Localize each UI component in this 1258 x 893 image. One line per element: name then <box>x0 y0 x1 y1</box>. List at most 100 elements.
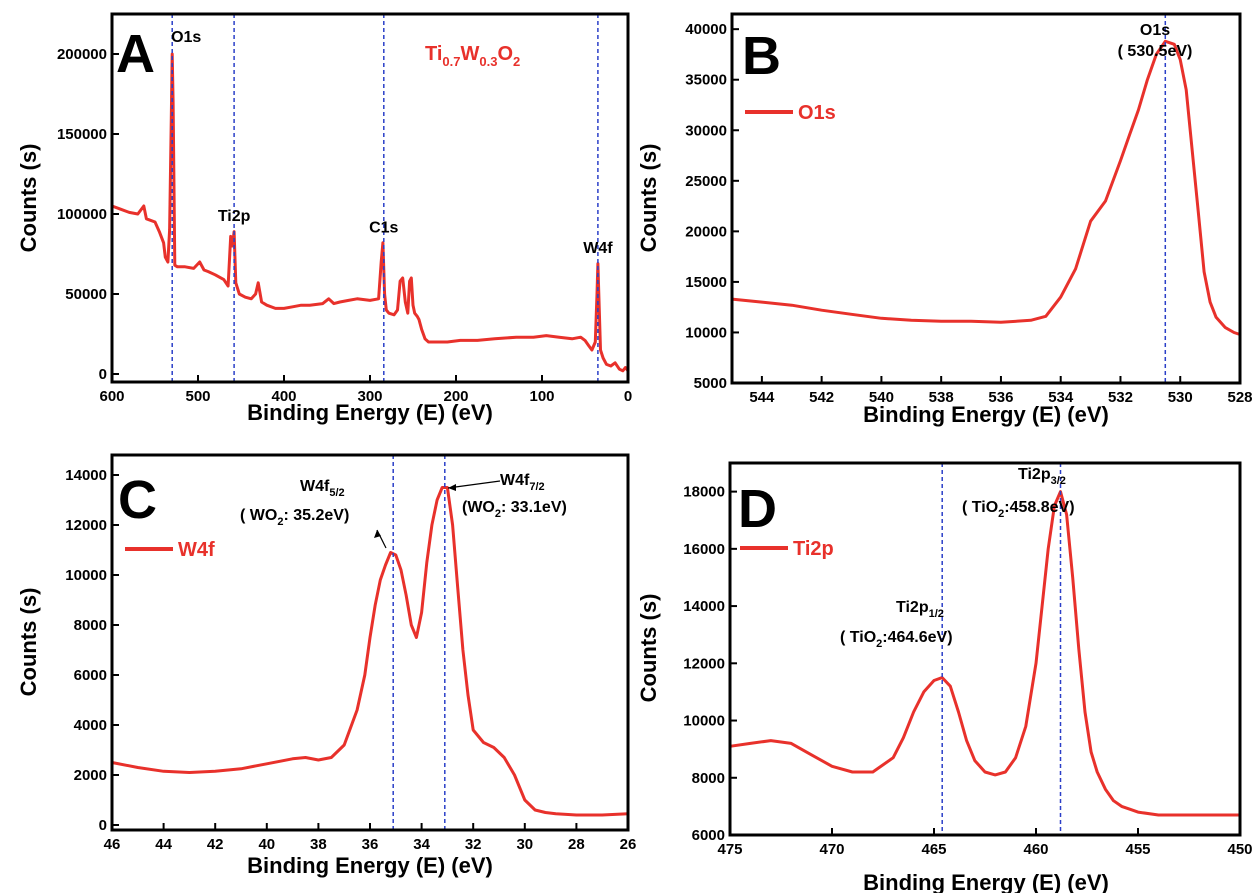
panel-a-x-tick-label-1: 500 <box>185 388 210 405</box>
panel-b-y-tick-label-3: 20000 <box>685 223 727 240</box>
panel-d-annotation-ti2p32-value: ( TiO2:458.8eV) <box>962 499 1075 520</box>
panel-a-y-tick-label-4: 200000 <box>57 46 107 63</box>
panel-c-x-tick-label-6: 34 <box>413 836 430 853</box>
panel-b-x-tick-label-4: 536 <box>988 389 1013 406</box>
panel-c-legend-label: W4f <box>178 539 215 561</box>
panel-d-y-tick-label-5: 16000 <box>683 541 725 558</box>
panel-c-x-tick-label-8: 30 <box>516 836 533 853</box>
panel-a-peak-labels: O1s Ti2p C1s W4f <box>171 29 613 257</box>
panel-c-letter: C <box>118 470 157 530</box>
panel-a-y-axis-label: Counts (s) <box>16 144 41 253</box>
panel-b-x-tick-label-2: 540 <box>869 389 894 406</box>
panel-c-x-tick-label-1: 44 <box>155 836 172 853</box>
panel-b-y-tick-label-0: 5000 <box>694 375 727 392</box>
panel-c-arrow-w4f72 <box>447 480 501 489</box>
panel-d-x-tick-label-3: 460 <box>1023 841 1048 858</box>
panel-b-y-tick-label-6: 35000 <box>685 72 727 89</box>
panel-d-y-tick-label-2: 10000 <box>683 713 725 730</box>
panel-c-frame <box>110 453 630 832</box>
panel-b-legend-label: O1s <box>798 102 836 124</box>
panel-c-y-tick-label-4: 8000 <box>74 617 107 634</box>
panel-c-x-tick-label-9: 28 <box>568 836 585 853</box>
panel-c-x-tick-label-4: 38 <box>310 836 327 853</box>
panel-b-x-tick-label-3: 538 <box>929 389 954 406</box>
panel-d-y-axis-label: Counts (s) <box>636 594 661 703</box>
panel-c-x-tick-label-5: 36 <box>362 836 379 853</box>
panel-a-peak-label-0: O1s <box>171 29 201 46</box>
panel-a-y-ticks: 0 50000 100000 150000 200000 <box>57 46 119 383</box>
panel-d-x-tick-label-5: 450 <box>1227 841 1252 858</box>
panel-b: 544 542 540 538 536 534 532 530 528 5000 10000 150… <box>636 12 1253 427</box>
panel-b-x-tick-label-6: 532 <box>1108 389 1133 406</box>
panel-a-frame <box>110 12 630 384</box>
panel-c-y-tick-label-0: 0 <box>99 817 107 834</box>
panel-a-letter: A <box>116 24 155 84</box>
panel-a-x-tick-label-3: 300 <box>357 388 382 405</box>
panel-d-x-axis-label: Binding Energy (E) (eV) <box>863 870 1109 893</box>
panel-c-annotation-w4f52-value: ( WO2: 35.2eV) <box>240 507 349 528</box>
panel-a-y-tick-label-0: 0 <box>99 366 107 383</box>
panel-b-x-tick-label-8: 528 <box>1227 389 1252 406</box>
panel-c-y-axis-label: Counts (s) <box>16 588 41 697</box>
panel-b-x-tick-label-1: 542 <box>809 389 834 406</box>
panel-d-x-tick-label-4: 455 <box>1125 841 1150 858</box>
panel-b-y-ticks: 5000 10000 15000 20000 25000 30000 35000 40000 <box>685 21 739 392</box>
panel-b-x-tick-label-7: 530 <box>1168 389 1193 406</box>
panel-a-reference-lines <box>171 14 599 382</box>
panel-c-arrowhead-w4f72 <box>448 484 456 491</box>
panel-b-letter: B <box>742 26 781 86</box>
panel-a-x-tick-label-5: 100 <box>529 388 554 405</box>
panel-d-annotation-ti2p12-title: Ti2p1/2 <box>896 599 944 620</box>
panel-a-peak-label-3: W4f <box>583 240 613 257</box>
panel-b-annotation-value: ( 530.5eV) <box>1118 43 1193 60</box>
panel-b-y-tick-label-5: 30000 <box>685 122 727 139</box>
panel-d-legend-label: Ti2p <box>793 538 834 560</box>
panel-c-annotation-w4f72-title: W4f7/2 <box>500 472 545 493</box>
panel-b-y-tick-label-4: 25000 <box>685 173 727 190</box>
panel-a-y-tick-label-2: 100000 <box>57 206 107 223</box>
panel-c-y-tick-label-6: 12000 <box>65 517 107 534</box>
panel-c-x-tick-label-7: 32 <box>465 836 482 853</box>
panel-d-y-tick-label-1: 8000 <box>692 770 725 787</box>
panel-d-y-tick-label-3: 12000 <box>683 655 725 672</box>
panel-a-x-tick-label-6: 0 <box>624 388 632 405</box>
panel-d-annotation-ti2p32-title: Ti2p3/2 <box>1018 466 1066 487</box>
panel-d: 475 470 465 460 455 450 6000 8000 10000 12000 140… <box>636 461 1253 893</box>
panel-b-series-line <box>731 39 1241 336</box>
panel-a-x-tick-label-2: 400 <box>271 388 296 405</box>
panel-b-x-ticks: 544 542 540 538 536 534 532 530 528 <box>749 376 1253 406</box>
panel-c-y-tick-label-1: 2000 <box>74 767 107 784</box>
panel-c-x-tick-label-10: 26 <box>620 836 637 853</box>
panel-b-x-tick-label-5: 534 <box>1048 389 1074 406</box>
panel-c-y-tick-label-5: 10000 <box>65 567 107 584</box>
panel-a-peak-label-2: C1s <box>369 219 398 236</box>
panel-c-annotation-w4f72-value: (WO2: 33.1eV) <box>462 499 567 520</box>
panel-b-x-axis-label: Binding Energy (E) (eV) <box>863 402 1109 427</box>
panel-c-y-tick-label-3: 6000 <box>74 667 107 684</box>
panel-b-x-tick-label-0: 544 <box>749 389 775 406</box>
panel-c: 46 44 42 40 38 36 34 32 30 28 26 0 2000 4000 6000 8000… <box>16 453 637 878</box>
panel-c-x-tick-label-0: 46 <box>104 836 121 853</box>
panel-c-x-tick-label-3: 40 <box>258 836 275 853</box>
panel-a-formula: Ti0.7W0.3O2 <box>425 43 520 69</box>
panel-c-x-tick-label-2: 42 <box>207 836 224 853</box>
panel-a-peak-label-1: Ti2p <box>218 208 251 225</box>
panel-d-annotation-ti2p12-value: ( TiO2:464.6eV) <box>840 629 953 650</box>
panel-a-series-line <box>111 52 630 373</box>
panel-c-x-ticks: 46 44 42 40 38 36 34 32 30 28 26 <box>104 823 637 853</box>
panel-b-y-tick-label-2: 15000 <box>685 274 727 291</box>
panel-d-x-tick-label-2: 465 <box>921 841 946 858</box>
panel-c-reference-lines <box>392 455 446 830</box>
panel-d-frame <box>728 461 1242 837</box>
panel-b-annotation-title: O1s <box>1140 22 1170 39</box>
panel-d-reference-lines <box>941 463 1062 835</box>
panel-a-x-tick-label-4: 200 <box>443 388 468 405</box>
panel-d-x-tick-label-1: 470 <box>819 841 844 858</box>
panel-b-frame <box>730 12 1242 385</box>
panel-c-x-axis-label: Binding Energy (E) (eV) <box>247 853 493 878</box>
panel-b-y-tick-label-7: 40000 <box>685 21 727 38</box>
panel-b-y-axis-label: Counts (s) <box>636 144 661 253</box>
panel-c-annotation-w4f52-title: W4f5/2 <box>300 478 345 499</box>
panel-a: 600 500 400 300 200 100 0 0 50000 100000 150000 20… <box>16 12 632 425</box>
